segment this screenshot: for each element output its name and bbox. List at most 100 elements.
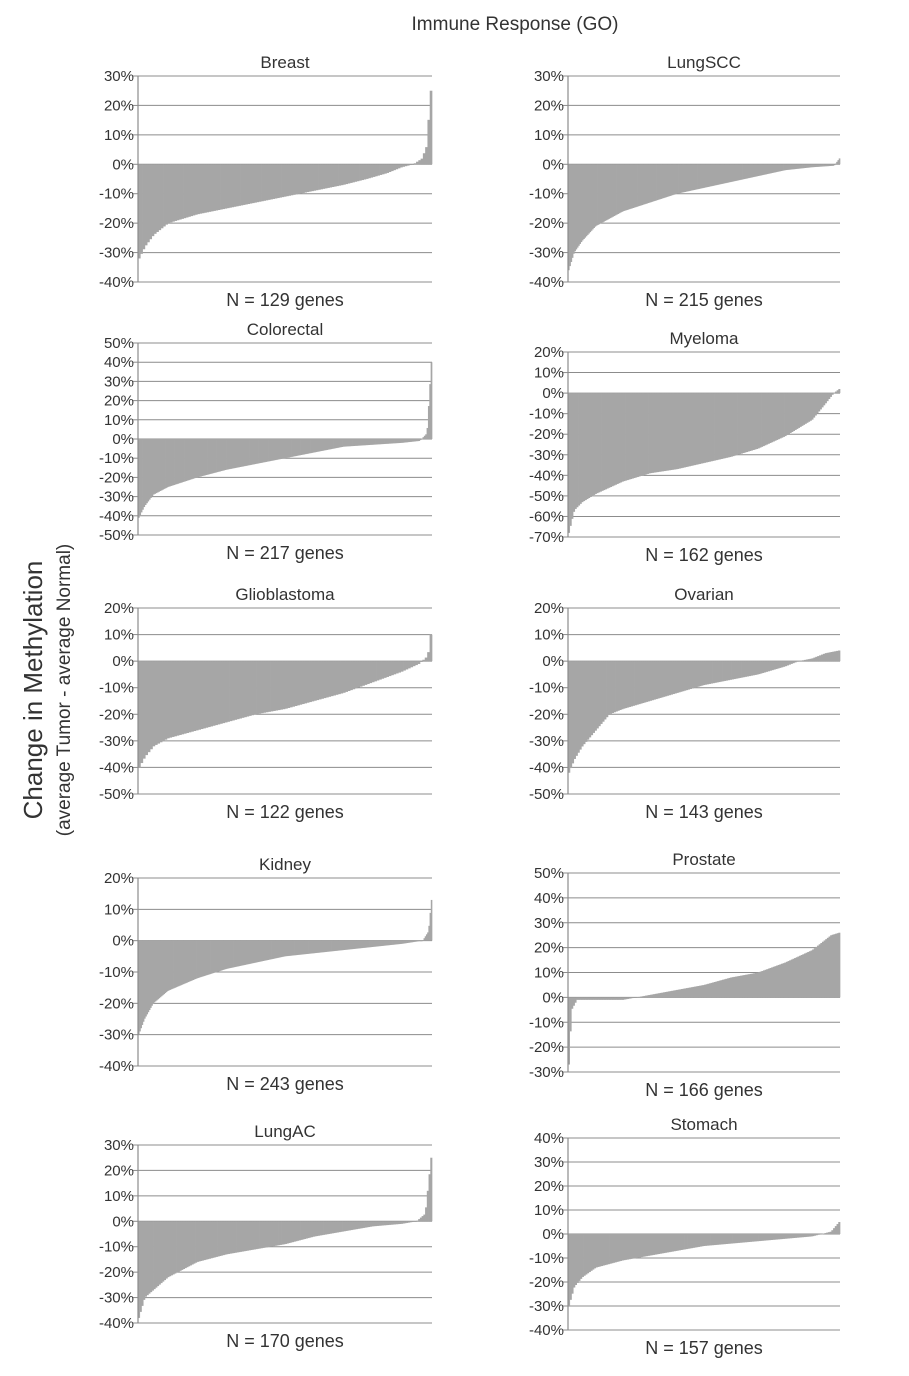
bar xyxy=(834,391,837,394)
bar xyxy=(619,661,622,711)
bar xyxy=(749,1234,752,1242)
bar xyxy=(244,940,247,965)
bar xyxy=(826,393,829,402)
bar xyxy=(319,1221,322,1236)
bar xyxy=(144,164,148,246)
bar xyxy=(732,164,735,182)
bar xyxy=(775,164,778,173)
bar xyxy=(826,937,829,998)
bar xyxy=(232,940,234,968)
bar xyxy=(427,406,430,439)
bar xyxy=(286,164,289,197)
bar xyxy=(261,439,263,463)
bar xyxy=(699,985,702,998)
bar xyxy=(590,164,593,231)
y-tick-label: 10% xyxy=(534,365,564,382)
bar xyxy=(748,974,751,998)
bar xyxy=(345,1221,348,1231)
bar xyxy=(585,1234,588,1275)
bar xyxy=(762,393,765,447)
bar xyxy=(177,940,180,987)
bar xyxy=(676,164,679,194)
bar xyxy=(429,90,433,165)
bar xyxy=(240,940,243,966)
bar xyxy=(309,940,312,954)
bar xyxy=(176,661,180,736)
bar xyxy=(393,661,397,675)
bar xyxy=(169,164,173,223)
bar xyxy=(354,164,358,182)
bar xyxy=(630,393,633,480)
bar xyxy=(148,439,151,500)
bar xyxy=(643,995,646,998)
bar xyxy=(248,661,252,716)
bar xyxy=(810,164,813,168)
bar xyxy=(347,940,349,950)
bar xyxy=(834,1226,837,1234)
bar xyxy=(364,1221,367,1228)
bar xyxy=(589,393,592,497)
bar xyxy=(613,997,616,1000)
bar xyxy=(272,661,276,711)
bar xyxy=(785,164,788,171)
bar xyxy=(188,940,191,982)
bar xyxy=(359,164,362,181)
bar xyxy=(733,976,736,998)
bar xyxy=(607,661,611,715)
bar xyxy=(427,119,431,165)
bar xyxy=(807,951,810,998)
bar xyxy=(833,1228,836,1234)
bar xyxy=(765,164,767,175)
bar xyxy=(831,1230,834,1234)
bar xyxy=(665,164,668,198)
panel-title-stomach: Stomach xyxy=(670,1115,737,1134)
bar xyxy=(171,940,174,989)
bar xyxy=(386,940,388,946)
bar xyxy=(704,1234,707,1246)
bar xyxy=(409,1221,412,1223)
bar xyxy=(645,661,649,702)
bar xyxy=(606,661,609,718)
bar xyxy=(271,1221,274,1247)
bar xyxy=(664,164,666,198)
bar xyxy=(780,164,783,172)
bar xyxy=(583,1234,586,1276)
bar xyxy=(419,940,422,942)
bar xyxy=(412,940,415,943)
bar xyxy=(196,940,198,979)
y-tick-label: -30% xyxy=(99,245,134,262)
bar xyxy=(665,1234,668,1253)
bar xyxy=(658,1234,661,1254)
y-tick-label: 0% xyxy=(542,156,564,173)
bar xyxy=(751,393,754,451)
y-tick-label: 10% xyxy=(534,965,564,982)
bar xyxy=(694,986,697,998)
bar xyxy=(236,1221,239,1253)
bar xyxy=(147,940,150,1013)
bar xyxy=(642,661,645,704)
bar xyxy=(225,940,227,970)
bar xyxy=(288,439,291,458)
bar xyxy=(654,1234,657,1255)
bar xyxy=(715,1234,718,1245)
bar xyxy=(749,393,752,452)
bar xyxy=(406,940,409,944)
bar xyxy=(263,164,266,201)
bar xyxy=(763,1234,766,1241)
bar xyxy=(370,940,372,948)
bar xyxy=(412,661,416,667)
bar xyxy=(248,940,250,965)
bar xyxy=(682,661,685,692)
bar xyxy=(751,973,754,998)
bar xyxy=(193,940,196,980)
bar xyxy=(695,393,698,465)
bar xyxy=(315,164,319,191)
bar xyxy=(329,164,333,188)
bar xyxy=(316,661,320,701)
bar xyxy=(376,661,380,681)
bar xyxy=(588,1234,591,1273)
bar xyxy=(574,164,576,252)
bar xyxy=(147,439,150,502)
bar xyxy=(379,439,381,445)
